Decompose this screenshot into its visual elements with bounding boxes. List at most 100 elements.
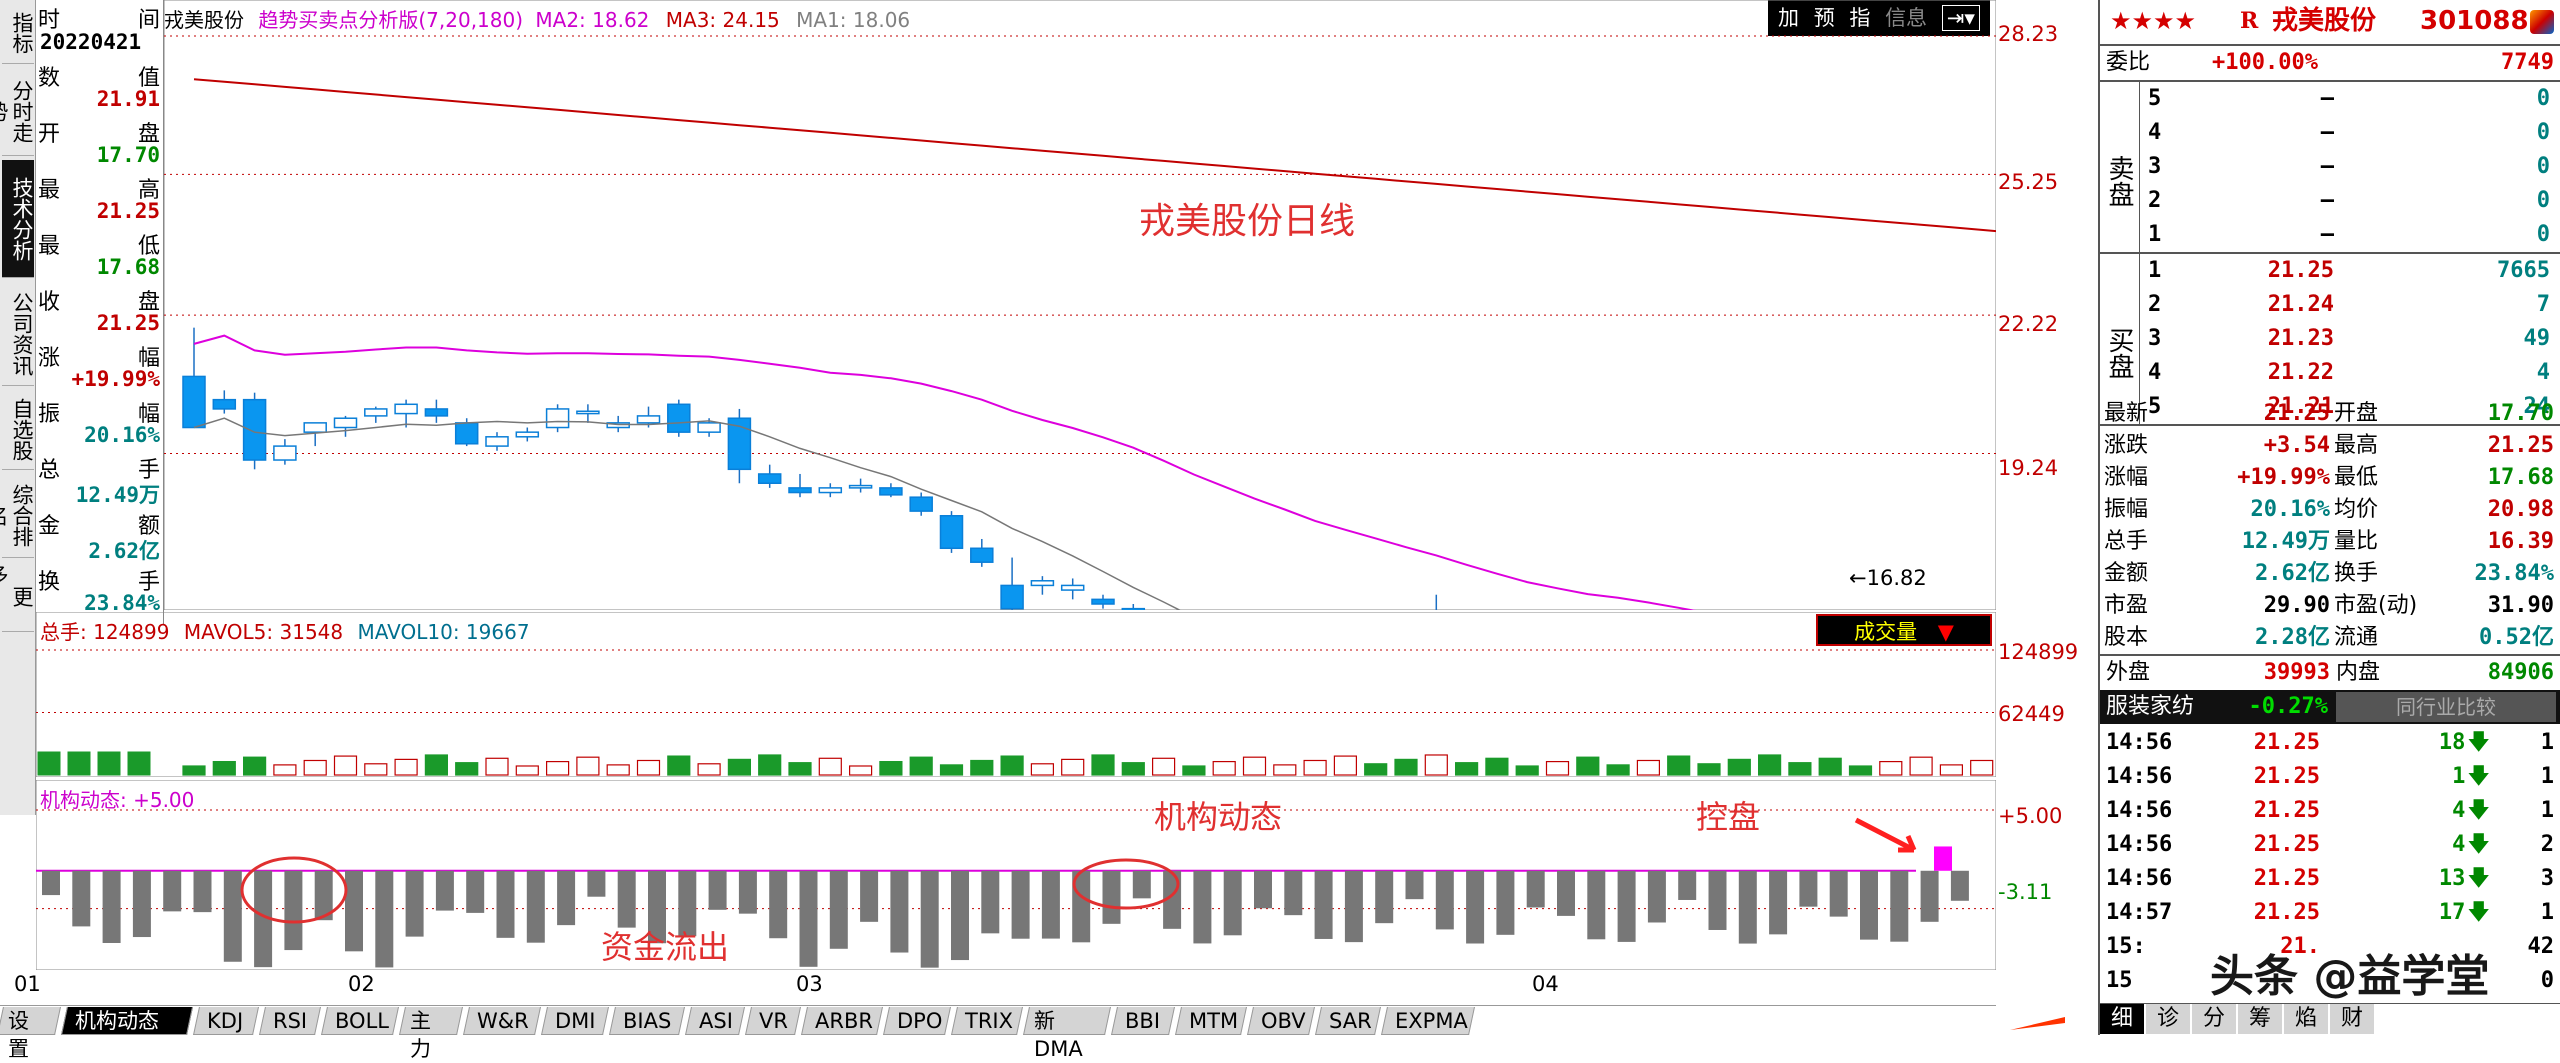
candle[interactable] bbox=[545, 404, 570, 433]
volume-bar bbox=[455, 762, 479, 776]
chevron-down-icon: ▼ bbox=[1937, 620, 1954, 644]
left-tab-3[interactable]: 公司资讯 bbox=[2, 282, 34, 386]
candle[interactable] bbox=[485, 432, 509, 451]
quote-tab-5[interactable]: 财 bbox=[2330, 1004, 2374, 1034]
candle[interactable] bbox=[1000, 557, 1024, 610]
indicator-tab-9[interactable]: ASI bbox=[685, 1007, 745, 1035]
candle[interactable] bbox=[939, 511, 964, 553]
candle[interactable] bbox=[212, 390, 237, 414]
volume-bar bbox=[182, 765, 206, 776]
left-tab-5[interactable]: 综合排名 bbox=[0, 474, 34, 558]
indicator-tab-7[interactable]: DMI bbox=[541, 1007, 609, 1035]
toolbar-pin-icon[interactable]: ⇥▾ bbox=[1941, 5, 1980, 31]
left-tab-4[interactable]: 自选股 bbox=[2, 390, 34, 470]
indicator-tab-13[interactable]: TRIX bbox=[951, 1007, 1023, 1035]
left-tab-2[interactable]: 技术分析 bbox=[2, 160, 34, 278]
quote-tab-2[interactable]: 分 bbox=[2192, 1004, 2236, 1034]
indicator-tab-3[interactable]: RSI bbox=[259, 1007, 321, 1035]
left-tab-6[interactable]: 更多.. bbox=[0, 562, 34, 633]
candle[interactable] bbox=[818, 483, 843, 498]
quote-tab-3[interactable]: 筹 bbox=[2238, 1004, 2282, 1034]
candle[interactable] bbox=[1030, 576, 1055, 595]
left-tab-bar: 指标分时走势技术分析公司资讯自选股综合排名更多.. bbox=[0, 0, 36, 815]
volume-chart[interactable]: 总手: 124899 MAVOL5: 31548 MAVOL10: 19667 … bbox=[36, 612, 1996, 777]
candle[interactable] bbox=[879, 483, 903, 498]
indicator-bar bbox=[1435, 870, 1454, 930]
left-tab-1[interactable]: 分时走势 bbox=[0, 68, 34, 156]
candle[interactable] bbox=[1121, 604, 1146, 610]
candle[interactable] bbox=[727, 408, 752, 484]
candle[interactable] bbox=[515, 427, 540, 442]
indicator-tab-18[interactable]: SAR bbox=[1315, 1007, 1381, 1035]
toolbar-add-button[interactable]: 加 bbox=[1778, 6, 1799, 30]
candle[interactable] bbox=[970, 538, 994, 567]
indicator-tab-17[interactable]: OBV bbox=[1247, 1007, 1315, 1035]
orderbook-row[interactable]: 2 21.24 7 bbox=[2144, 288, 2558, 322]
orderbook-row[interactable]: 3 21.23 49 bbox=[2144, 322, 2558, 356]
orderbook-row[interactable]: 2 – 0 bbox=[2144, 184, 2558, 218]
indicator-tab-12[interactable]: DPO bbox=[883, 1007, 951, 1035]
orderbook-row[interactable]: 5 21.21 24 bbox=[2144, 390, 2558, 424]
orderbook-row[interactable]: 1 21.25 7665 bbox=[2144, 254, 2558, 288]
indicator-tab-10[interactable]: VR bbox=[745, 1007, 801, 1035]
stat-label: 股本 bbox=[2104, 625, 2149, 650]
info-label-right: 高 bbox=[137, 178, 160, 203]
left-tab-0[interactable]: 指标 bbox=[2, 2, 34, 64]
volume-selector[interactable]: 成交量 ▼ bbox=[1816, 614, 1992, 646]
main-kline-chart[interactable]: 戎美股份 趋势买卖点分析版(7,20,180) MA2: 18.62 MA3: … bbox=[164, 0, 1996, 610]
candle[interactable] bbox=[333, 415, 358, 437]
candle[interactable] bbox=[757, 464, 782, 488]
toolbar-alert-button[interactable]: 预 bbox=[1813, 6, 1835, 30]
candle[interactable] bbox=[1060, 578, 1085, 600]
candle[interactable] bbox=[1425, 594, 1447, 610]
candle[interactable] bbox=[424, 399, 449, 423]
indicator-tab-1[interactable]: 机构动态 bbox=[61, 1007, 193, 1035]
toolbar-indicator-button[interactable]: 指 bbox=[1849, 6, 1871, 30]
candle[interactable] bbox=[364, 406, 388, 423]
settings-icon[interactable] bbox=[2530, 10, 2554, 34]
quote-tab-4[interactable]: 焰 bbox=[2284, 1004, 2328, 1034]
quote-tab-1[interactable]: 诊 bbox=[2146, 1004, 2190, 1034]
indicator-bar bbox=[72, 870, 91, 927]
indicator-tab-6[interactable]: W&R bbox=[463, 1007, 541, 1035]
indicator-tab-5[interactable]: 主力 bbox=[399, 1007, 463, 1061]
candle[interactable] bbox=[303, 422, 327, 447]
volume-bar bbox=[788, 762, 812, 776]
indicator-chart[interactable]: 机构动态: +5.00 资金流出 机构动态 控盘 bbox=[36, 780, 1996, 970]
divider bbox=[2100, 80, 2560, 82]
indicator-tab-11[interactable]: ARBR bbox=[801, 1007, 883, 1035]
legend-indicator: 趋势买卖点分析版(7,20,180) bbox=[258, 8, 524, 32]
candle[interactable] bbox=[576, 404, 600, 423]
volume: 0 bbox=[2536, 188, 2550, 213]
orderbook-row[interactable]: 5 – 0 bbox=[2144, 82, 2558, 116]
indicator-tab-19[interactable]: EXPMA bbox=[1381, 1007, 1475, 1035]
info-row-value: 17.68 bbox=[36, 255, 164, 283]
tick-list[interactable]: 14:56 21.25 18🡇 1 14:56 21.25 1🡇 1 14:56 21.25 4🡇 1… bbox=[2100, 726, 2560, 998]
toolbar-info-button[interactable]: 信息 bbox=[1885, 6, 1928, 30]
indicator-tab-16[interactable]: MTM bbox=[1175, 1007, 1247, 1035]
candle[interactable] bbox=[1091, 594, 1115, 609]
indicator-bar bbox=[42, 870, 60, 896]
candle[interactable] bbox=[909, 492, 933, 516]
orderbook-row[interactable]: 4 21.22 4 bbox=[2144, 356, 2558, 390]
orderbook-row[interactable]: 3 – 0 bbox=[2144, 150, 2558, 184]
quote-tab-0[interactable]: 细 bbox=[2100, 1004, 2144, 1034]
indicator-bar bbox=[466, 870, 485, 913]
indicator-tab-4[interactable]: BOLL bbox=[321, 1007, 399, 1035]
candle[interactable] bbox=[242, 392, 267, 470]
orderbook-row[interactable]: 4 – 0 bbox=[2144, 116, 2558, 150]
indicator-tab-15[interactable]: BBI bbox=[1111, 1007, 1175, 1035]
candle[interactable] bbox=[848, 478, 873, 493]
peer-compare-button[interactable]: 同行业比较 bbox=[2336, 692, 2556, 722]
indicator-tab-14[interactable]: 新DMA bbox=[1023, 1007, 1111, 1061]
candle[interactable] bbox=[394, 399, 418, 428]
orderbook-row[interactable]: 1 – 0 bbox=[2144, 218, 2558, 252]
candle-body bbox=[788, 487, 812, 494]
candle[interactable] bbox=[273, 439, 297, 465]
indicator-tab-2[interactable]: KDJ bbox=[193, 1007, 259, 1035]
candle[interactable] bbox=[788, 473, 812, 498]
candle[interactable] bbox=[182, 327, 206, 429]
indicator-tab-8[interactable]: BIAS bbox=[609, 1007, 685, 1035]
indicator-tab-0[interactable]: 设置 bbox=[0, 1007, 61, 1061]
candle[interactable] bbox=[667, 399, 691, 437]
